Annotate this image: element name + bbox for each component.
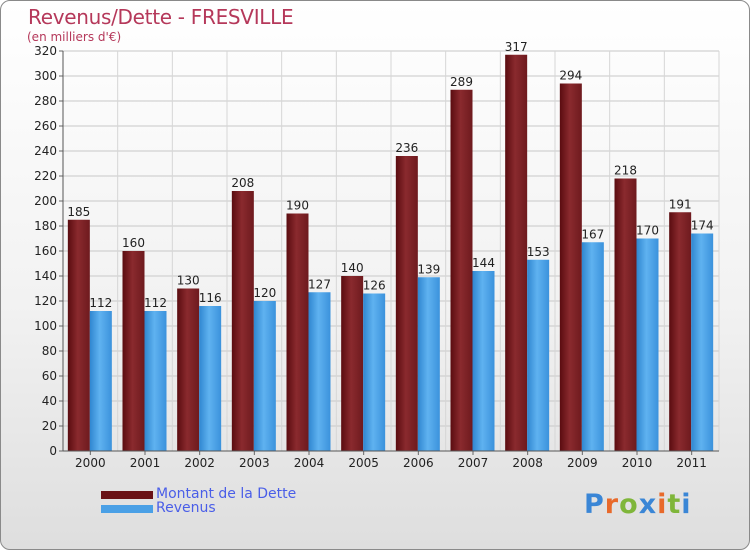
logo-letter: i (681, 489, 692, 520)
x-tick-label: 2003 (239, 456, 270, 470)
x-tick-label: 2010 (622, 456, 653, 470)
y-tick-label: 140 (34, 269, 57, 283)
value-label: 317 (505, 40, 528, 54)
y-tick-label: 260 (34, 119, 57, 133)
bar-revenus-2010 (636, 238, 659, 451)
bar-dette-2001 (122, 251, 145, 451)
value-label: 190 (286, 199, 309, 213)
x-tick-label: 2009 (567, 456, 598, 470)
y-tick-label: 120 (34, 294, 57, 308)
bar-revenus-2003 (253, 301, 276, 451)
bar-revenus-2001 (144, 311, 167, 451)
x-tick-label: 2007 (458, 456, 489, 470)
value-label: 153 (527, 245, 550, 259)
y-tick-label: 240 (34, 144, 57, 158)
value-label: 294 (559, 69, 582, 83)
value-label: 127 (308, 277, 331, 291)
y-tick-label: 300 (34, 69, 57, 83)
x-tick-label: 2000 (75, 456, 106, 470)
chart-unit-label: (en milliers d'€) (27, 30, 122, 44)
bar-dette-2002 (177, 288, 200, 451)
value-label: 191 (669, 197, 692, 211)
bar-dette-2005 (341, 276, 364, 451)
value-label: 170 (636, 224, 659, 238)
y-tick-label: 0 (49, 444, 57, 458)
logo-letter: P (584, 489, 605, 520)
value-label: 112 (144, 296, 167, 310)
y-tick-label: 180 (34, 219, 57, 233)
x-tick-label: 2008 (512, 456, 543, 470)
bar-dette-2004 (286, 213, 309, 451)
value-label: 185 (67, 205, 90, 219)
bar-dette-2008 (505, 54, 528, 451)
y-tick-label: 320 (34, 44, 57, 58)
value-label: 218 (614, 164, 637, 178)
value-label: 167 (581, 227, 604, 241)
bar-dette-2006 (395, 156, 418, 451)
bar-revenus-2009 (581, 242, 604, 451)
chart-title: Revenus/Dette - FRESVILLE (28, 5, 294, 29)
value-label: 208 (231, 176, 254, 190)
value-label: 112 (89, 296, 112, 310)
y-tick-label: 60 (42, 369, 57, 383)
bar-revenus-2007 (472, 271, 495, 451)
logo-letter: i (657, 489, 668, 520)
logo-letter: t (667, 489, 682, 520)
bar-revenus-2004 (308, 292, 331, 451)
bar-revenus-2005 (363, 293, 386, 451)
y-tick-label: 80 (42, 344, 57, 358)
y-tick-label: 200 (34, 194, 57, 208)
bar-dette-2009 (559, 83, 582, 451)
labels-layer: 185 112 160 112 130 116 208 120 190 127 140 126 236 1… (67, 40, 713, 310)
value-label: 130 (177, 274, 200, 288)
bar-dette-2000 (67, 219, 90, 451)
bar-revenus-2002 (199, 306, 222, 451)
x-tick-label: 2005 (348, 456, 379, 470)
axis-layer: 0 20 40 60 80 100 120 140 160 180 200 220 240 260 280 3… (34, 44, 719, 470)
bar-dette-2011 (669, 212, 692, 451)
bar-dette-2003 (231, 191, 254, 451)
logo-letter: x (638, 489, 658, 520)
bar-revenus-2006 (417, 277, 440, 451)
y-tick-label: 20 (42, 419, 57, 433)
y-tick-label: 220 (34, 169, 57, 183)
value-label: 174 (691, 219, 714, 233)
legend-swatch-revenue (101, 505, 153, 513)
y-tick-label: 280 (34, 94, 57, 108)
value-label: 289 (450, 75, 473, 89)
value-label: 116 (199, 291, 222, 305)
value-label: 120 (253, 286, 276, 300)
logo-letter: o (619, 489, 639, 520)
logo-letter: r (604, 489, 620, 520)
x-tick-label: 2001 (130, 456, 161, 470)
x-tick-label: 2002 (184, 456, 215, 470)
legend-label-debt: Montant de la Dette (156, 486, 297, 502)
value-label: 144 (472, 256, 495, 270)
value-label: 236 (395, 141, 418, 155)
bar-chart: 185 112 160 112 130 116 208 120 190 127 140 126 236 1… (34, 40, 720, 470)
proxiti-logo: Proxiti (584, 489, 692, 520)
x-tick-label: 2011 (676, 456, 707, 470)
y-tick-label: 160 (34, 244, 57, 258)
bars-layer (67, 54, 714, 451)
bar-revenus-2000 (89, 311, 112, 451)
value-label: 160 (122, 236, 145, 250)
value-label: 140 (341, 261, 364, 275)
bar-revenus-2011 (691, 233, 714, 451)
legend-swatch-debt (101, 491, 153, 499)
value-label: 139 (417, 262, 440, 276)
value-label: 126 (363, 279, 386, 293)
x-tick-label: 2006 (403, 456, 434, 470)
y-tick-label: 40 (42, 394, 57, 408)
x-tick-label: 2004 (294, 456, 325, 470)
bar-dette-2007 (450, 89, 473, 451)
legend-label-revenue: Revenus (156, 500, 216, 516)
bar-dette-2010 (614, 178, 637, 451)
y-tick-label: 100 (34, 319, 57, 333)
bar-revenus-2008 (527, 259, 550, 451)
